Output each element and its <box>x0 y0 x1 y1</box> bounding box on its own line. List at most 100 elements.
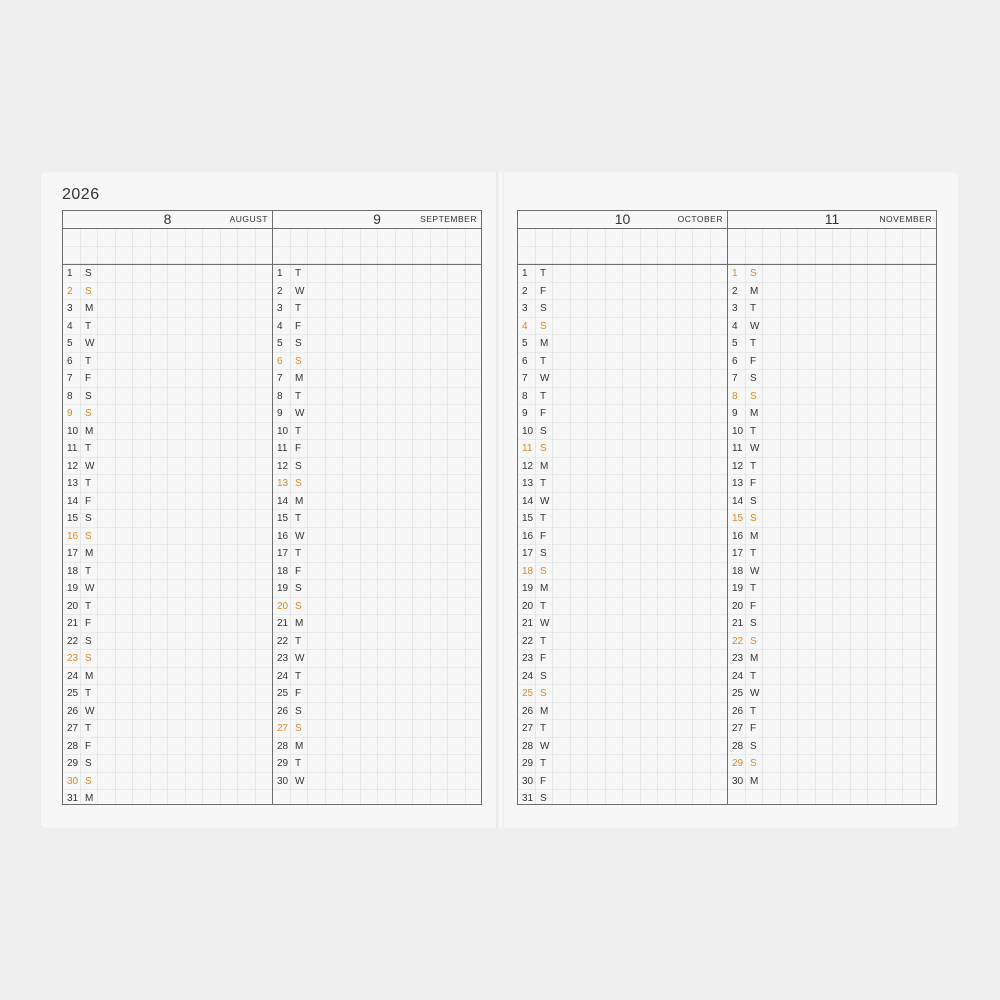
day-number: 17 <box>732 548 744 559</box>
day-number: 10 <box>67 425 79 437</box>
day-number: 6 <box>732 355 738 367</box>
day-number: 30 <box>277 775 289 787</box>
day-number: 8 <box>732 390 738 402</box>
calendar-table-left: 8 AUGUST SSMTWTFSSMTWTFSSMTWTFSSMTWTFSSM 1 2… <box>62 210 482 805</box>
month-number: 10 <box>614 211 631 227</box>
days-grid[interactable]: TWTFSSMTWTFSSMTWTFSSMTWTFSSMTW 1 2 3 4 5 6 7 8 9 1… <box>273 265 481 804</box>
day-number: 4 <box>522 320 528 332</box>
days-grid[interactable]: SSMTWTFSSMTWTFSSMTWTFSSMTWTFSSM 1 2 3 4 5 6 7 8 9… <box>63 265 272 804</box>
day-number: 1 <box>522 268 528 279</box>
day-number: 15 <box>67 513 79 524</box>
day-number: 13 <box>732 478 744 489</box>
day-number: 24 <box>67 670 79 682</box>
day-number: 5 <box>522 338 528 349</box>
day-number: 6 <box>522 355 528 367</box>
day-number: 28 <box>277 740 289 752</box>
day-number: 11 <box>67 443 78 454</box>
month-name: AUGUST <box>229 214 268 224</box>
day-number: 8 <box>522 390 528 402</box>
day-number: 24 <box>732 670 744 682</box>
weekday-letters: TWTFSSMTWTFSSMTWTFSSMTWTFSSMTW <box>295 268 313 787</box>
day-number: 5 <box>67 338 73 349</box>
day-number: 7 <box>67 373 73 384</box>
day-number: 12 <box>732 460 744 472</box>
day-number: 14 <box>522 495 534 507</box>
day-number: 5 <box>732 338 738 349</box>
day-number: 31 <box>522 793 534 804</box>
day-number: 16 <box>277 530 289 542</box>
day-number: 29 <box>732 758 744 769</box>
month-column: 11 NOVEMBER SMTWTFSSMTWTFSSMTWTFSSMTWTFSSM… <box>727 211 936 804</box>
month-header: 10 OCTOBER <box>518 211 727 229</box>
day-number: 9 <box>67 408 73 419</box>
day-number: 21 <box>522 618 534 629</box>
day-number: 14 <box>67 495 79 507</box>
day-number: 17 <box>277 548 289 559</box>
days-grid[interactable]: TFSSMTWTFSSMTWTFSSMTWTFSSMTWTFS 1 2 3 4 5 6 7 8 9… <box>518 265 727 804</box>
day-number: 12 <box>67 460 79 472</box>
day-number: 30 <box>522 775 534 787</box>
day-number: 3 <box>67 303 73 314</box>
month-column: 9 SEPTEMBER TWTFSSMTWTFSSMTWTFSSMTWTFSSMTW… <box>272 211 481 804</box>
day-number: 26 <box>522 705 534 717</box>
day-number: 22 <box>67 635 79 647</box>
weekday-letters: SSMTWTFSSMTWTFSSMTWTFSSMTWTFSSM <box>85 268 103 804</box>
memo-area[interactable] <box>518 229 727 265</box>
month-column: 10 OCTOBER TFSSMTWTFSSMTWTFSSMTWTFSSMTWTFS… <box>518 211 727 804</box>
month-column: 8 AUGUST SSMTWTFSSMTWTFSSMTWTFSSMTWTFSSM 1 2… <box>63 211 272 804</box>
memo-area[interactable] <box>728 229 936 265</box>
month-number: 9 <box>373 211 381 227</box>
day-number: 11 <box>522 443 533 454</box>
day-number: 3 <box>277 303 283 314</box>
day-number: 25 <box>522 688 534 699</box>
day-number: 12 <box>522 460 534 472</box>
day-number: 1 <box>277 268 283 279</box>
day-number: 16 <box>732 530 744 542</box>
day-number: 29 <box>67 758 79 769</box>
day-number: 24 <box>277 670 289 682</box>
day-number: 7 <box>522 373 528 384</box>
day-number: 2 <box>522 285 528 297</box>
day-number: 29 <box>522 758 534 769</box>
day-number: 2 <box>67 285 73 297</box>
day-number: 4 <box>732 320 738 332</box>
day-number: 3 <box>522 303 528 314</box>
day-number: 19 <box>277 583 289 594</box>
day-number: 21 <box>732 618 744 629</box>
day-number: 26 <box>732 705 744 717</box>
day-number: 10 <box>522 425 534 437</box>
day-number: 7 <box>277 373 283 384</box>
day-number: 9 <box>522 408 528 419</box>
day-number: 13 <box>277 478 289 489</box>
day-number: 8 <box>67 390 73 402</box>
day-number: 4 <box>277 320 283 332</box>
weekday-column: SSMTWTFSSMTWTFSSMTWTFSSMTWTFSSM <box>85 265 99 808</box>
day-number: 18 <box>277 565 289 577</box>
day-number: 20 <box>732 600 744 612</box>
memo-area[interactable] <box>63 229 272 265</box>
day-number: 16 <box>522 530 534 542</box>
day-number: 22 <box>732 635 744 647</box>
days-grid[interactable]: SMTWTFSSMTWTFSSMTWTFSSMTWTFSSM 1 2 3 4 5 6 7 8 9 1… <box>728 265 936 804</box>
day-number: 17 <box>522 548 534 559</box>
day-number: 19 <box>522 583 534 594</box>
month-name: OCTOBER <box>677 214 723 224</box>
day-number: 26 <box>67 705 79 717</box>
day-number: 10 <box>277 425 289 437</box>
day-number: 13 <box>67 478 79 489</box>
day-number: 3 <box>732 303 738 314</box>
day-number: 8 <box>277 390 283 402</box>
memo-area[interactable] <box>273 229 481 265</box>
calendar-table-right: 10 OCTOBER TFSSMTWTFSSMTWTFSSMTWTFSSMTWTFS… <box>517 210 937 805</box>
day-number: 23 <box>277 653 289 664</box>
day-number: 28 <box>522 740 534 752</box>
day-number: 18 <box>67 565 79 577</box>
day-number: 15 <box>732 513 744 524</box>
day-number: 25 <box>732 688 744 699</box>
day-number: 16 <box>67 530 79 542</box>
day-number: 2 <box>277 285 283 297</box>
weekday-letters: SMTWTFSSMTWTFSSMTWTFSSMTWTFSSM <box>750 268 768 787</box>
day-number: 5 <box>277 338 283 349</box>
weekday-letters: TFSSMTWTFSSMTWTFSSMTWTFSSMTWTFS <box>540 268 558 804</box>
day-number: 21 <box>67 618 79 629</box>
